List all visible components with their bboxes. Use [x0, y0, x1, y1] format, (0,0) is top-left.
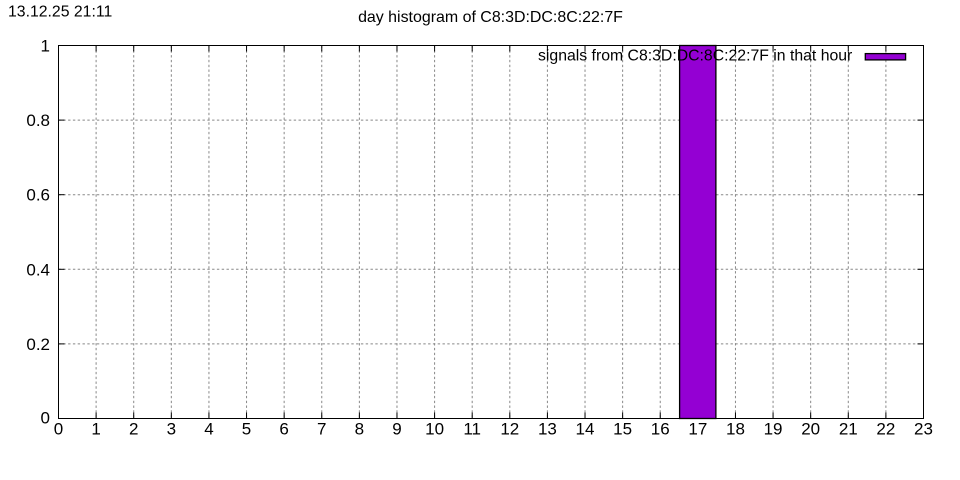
svg-text:day histogram of C8:3D:DC:8C:2: day histogram of C8:3D:DC:8C:22:7F [358, 9, 623, 26]
svg-text:signals from C8:3D:DC:8C:22:7F: signals from C8:3D:DC:8C:22:7F in that h… [538, 48, 852, 65]
svg-text:0.6: 0.6 [26, 186, 50, 205]
svg-text:14: 14 [576, 420, 595, 439]
svg-text:7: 7 [317, 420, 326, 439]
svg-text:2: 2 [129, 420, 138, 439]
svg-text:1: 1 [41, 37, 50, 56]
svg-text:15: 15 [613, 420, 632, 439]
svg-text:10: 10 [425, 420, 444, 439]
svg-text:19: 19 [764, 420, 783, 439]
svg-text:5: 5 [242, 420, 251, 439]
svg-text:0.2: 0.2 [26, 335, 50, 354]
svg-text:0: 0 [41, 409, 50, 428]
svg-text:13: 13 [538, 420, 557, 439]
svg-text:9: 9 [392, 420, 401, 439]
svg-text:0.8: 0.8 [26, 111, 50, 130]
svg-text:16: 16 [651, 420, 670, 439]
svg-text:4: 4 [204, 420, 213, 439]
svg-text:0.4: 0.4 [26, 260, 50, 279]
svg-text:0: 0 [54, 420, 63, 439]
svg-text:8: 8 [355, 420, 364, 439]
svg-text:12: 12 [500, 420, 519, 439]
svg-text:23: 23 [914, 420, 933, 439]
svg-text:22: 22 [876, 420, 895, 439]
svg-text:11: 11 [463, 420, 481, 439]
svg-text:6: 6 [279, 420, 288, 439]
svg-text:3: 3 [167, 420, 176, 439]
svg-text:20: 20 [801, 420, 820, 439]
svg-text:17: 17 [688, 420, 707, 439]
svg-text:1: 1 [91, 420, 100, 439]
svg-text:13.12.25 21:11: 13.12.25 21:11 [8, 4, 112, 21]
svg-text:21: 21 [839, 420, 858, 439]
svg-text:18: 18 [726, 420, 745, 439]
